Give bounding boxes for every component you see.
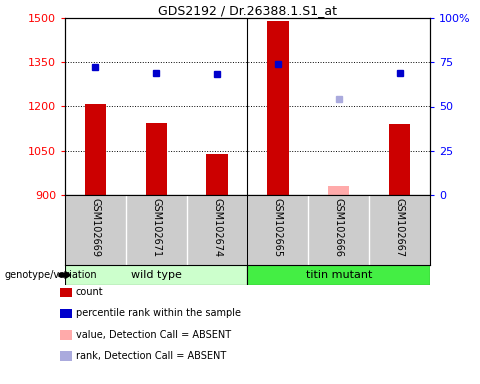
Text: genotype/variation: genotype/variation — [5, 270, 97, 280]
Text: GSM102669: GSM102669 — [90, 199, 100, 258]
Text: GSM102674: GSM102674 — [212, 199, 222, 258]
Bar — [85, 104, 106, 195]
Bar — [267, 21, 288, 195]
Text: percentile rank within the sample: percentile rank within the sample — [75, 308, 240, 318]
Bar — [328, 186, 349, 195]
Title: GDS2192 / Dr.26388.1.S1_at: GDS2192 / Dr.26388.1.S1_at — [158, 4, 337, 17]
Bar — [389, 124, 410, 195]
Bar — [145, 123, 167, 195]
Text: GSM102666: GSM102666 — [334, 199, 344, 258]
Text: value, Detection Call = ABSENT: value, Detection Call = ABSENT — [75, 329, 231, 339]
Text: wild type: wild type — [131, 270, 182, 280]
Bar — [65, 265, 248, 285]
Text: titin mutant: titin mutant — [306, 270, 372, 280]
Text: count: count — [75, 287, 103, 297]
Text: GSM102671: GSM102671 — [151, 199, 161, 258]
Bar — [248, 265, 430, 285]
Bar — [206, 154, 228, 195]
Text: GSM102667: GSM102667 — [395, 199, 405, 258]
Text: GSM102665: GSM102665 — [273, 199, 283, 258]
Text: rank, Detection Call = ABSENT: rank, Detection Call = ABSENT — [75, 351, 226, 361]
